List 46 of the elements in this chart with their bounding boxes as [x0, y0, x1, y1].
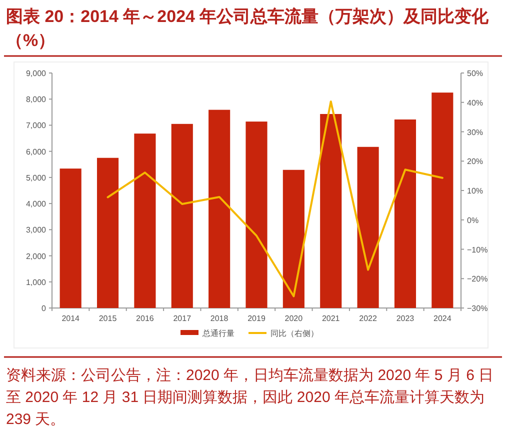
bar: [96, 158, 119, 308]
y2-tick-label: −10%: [467, 245, 488, 254]
x-tick-label: 2016: [136, 314, 154, 323]
bar: [134, 134, 156, 308]
x-tick-label: 2024: [434, 314, 452, 323]
x-tick-label: 2017: [173, 314, 192, 323]
x-tick-label: 2022: [359, 314, 378, 323]
y-tick-label: 8,000: [26, 95, 47, 104]
bar: [357, 146, 379, 308]
y-tick-label: 6,000: [26, 147, 47, 156]
x-tick-label: 2015: [98, 314, 118, 323]
y-tick-label: 1,000: [26, 278, 47, 287]
x-tick-label: 2019: [248, 314, 266, 323]
y2-tick-label: 10%: [467, 186, 484, 196]
legend-label: 同比（右侧）: [270, 329, 318, 338]
y-tick-label: 5,000: [26, 173, 47, 182]
y2-tick-label: 40%: [467, 98, 484, 108]
x-tick-label: 2023: [396, 314, 415, 323]
line-series: [106, 100, 444, 298]
y-tick-label: 7,000: [26, 121, 47, 130]
bar: [282, 170, 304, 308]
bar: [320, 114, 342, 308]
x-tick-label: 2021: [322, 314, 340, 323]
x-tick-label: 2014: [62, 314, 80, 323]
y-tick-label: 4,000: [26, 200, 47, 209]
y2-tick-label: 20%: [467, 157, 484, 166]
bar: [246, 122, 268, 308]
bar: [394, 119, 416, 308]
chart-title: 图表 20：2014 年～2024 年公司总车流量（万架次）及同比变化（%）: [6, 7, 490, 50]
y2-tick-label: −20%: [467, 274, 488, 284]
y-tick-label: 9,000: [26, 69, 47, 78]
y2-tick-label: 50%: [467, 69, 484, 78]
y-tick-label: 2,000: [26, 252, 47, 261]
bar: [432, 92, 454, 308]
x-tick-label: 2018: [210, 314, 229, 323]
y2-tick-label: 30%: [467, 128, 484, 137]
bar: [171, 124, 193, 308]
legend-label: 总通行量: [202, 329, 234, 338]
y2-tick-label: 0%: [467, 216, 479, 225]
bar: [60, 168, 82, 308]
y-tick-label: 3,000: [26, 226, 47, 235]
y2-tick-label: −30%: [467, 304, 488, 313]
x-tick-label: 2020: [284, 314, 304, 323]
text: 资料来源：公司公告，注：2020 年，日均车流量数据为 2020 年 5 月 6 日至 2020 年 12 月 31 日期间测算数据，因此 2020 年总车流量计算天数为 239 天。: [6, 367, 494, 428]
y-tick-label: 0: [42, 304, 47, 313]
bar: [208, 110, 230, 308]
